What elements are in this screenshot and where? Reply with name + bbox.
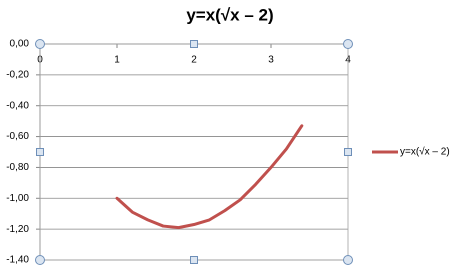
handle[interactable] (35, 255, 45, 265)
x-tick-label: 1 (114, 55, 120, 66)
handle[interactable] (36, 148, 44, 156)
y-tick-label: -0,80 (6, 162, 29, 173)
line-series (115, 124, 304, 230)
y-tick-label: -0,60 (6, 131, 29, 142)
handle[interactable] (343, 255, 353, 265)
handle[interactable] (343, 39, 353, 49)
x-tick-label: 2 (191, 55, 197, 66)
selection-handles (35, 39, 353, 265)
chart-title: y=x(√x – 2) (186, 5, 273, 24)
selection-frame (39, 43, 349, 261)
legend-label: y=x(√x – 2) (400, 146, 450, 158)
handle[interactable] (190, 40, 198, 48)
x-tick-label: 3 (268, 55, 274, 66)
y-tick-label: 0,00 (10, 39, 30, 50)
y-tick-label: -1,40 (6, 255, 29, 266)
plot-area: 0,00-0,20-0,40-0,60-0,80-1,00-1,20-1,400… (6, 39, 449, 266)
y-tick-label: -1,00 (6, 193, 29, 204)
handle[interactable] (190, 256, 198, 264)
y-tick-label: -1,20 (6, 224, 29, 235)
handle[interactable] (35, 39, 45, 49)
y-tick-label: -0,40 (6, 100, 29, 111)
y-tick-label: -0,20 (6, 69, 29, 80)
handle[interactable] (344, 148, 352, 156)
